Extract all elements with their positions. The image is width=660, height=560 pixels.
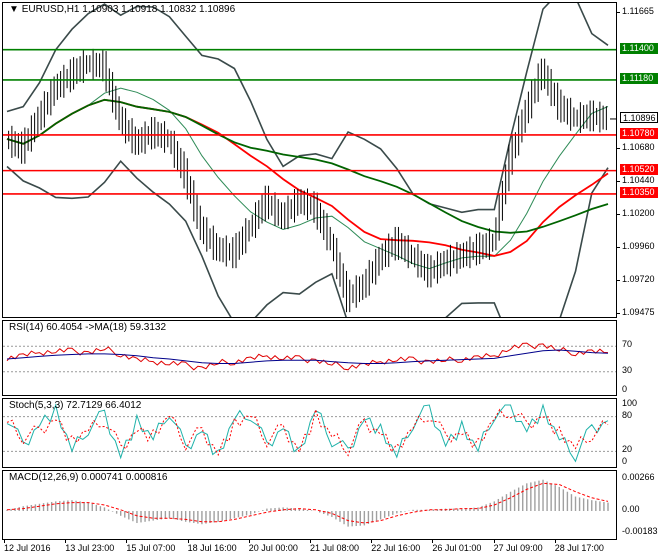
price-axis-tick: 1.09960 — [622, 240, 655, 251]
level-price-tag: 1.11180 — [620, 73, 658, 85]
symbol-ohlc-label: ▼ EURUSD,H1 1.10903 1.10918 1.10832 1.10… — [9, 4, 235, 15]
rsi-pane[interactable]: RSI(14) 60.4054 ->MA(18) 59.3132 — [2, 320, 617, 396]
dropdown-triangle-icon[interactable]: ▼ — [9, 4, 19, 15]
stoch-axis-tick: 20 — [622, 444, 633, 455]
time-axis-tick-mark — [187, 540, 189, 543]
time-axis-tick-mark — [4, 540, 5, 543]
price-axis-tick-mark — [617, 180, 620, 182]
current-price-tag: 1.10896 — [620, 112, 658, 124]
bollinger-mid-line — [6, 87, 609, 270]
stoch-signal-line — [6, 407, 609, 457]
time-axis-tick-mark — [432, 540, 434, 543]
price-plot — [3, 3, 616, 317]
bollinger-lower-line — [6, 159, 609, 317]
level-price-tag: 1.10520 — [620, 164, 658, 176]
price-axis-tick-mark — [617, 246, 620, 248]
time-axis-tick-mark — [371, 540, 373, 543]
bollinger-upper-line — [6, 3, 609, 214]
price-pane[interactable]: ▼ EURUSD,H1 1.10903 1.10918 1.10832 1.10… — [2, 2, 617, 318]
stoch-axis-tick: 100 — [622, 398, 638, 408]
time-axis-tick: 13 Jul 23:00 — [65, 543, 115, 553]
time-axis-tick: 18 Jul 16:00 — [187, 543, 237, 553]
time-axis-tick: 20 Jul 00:00 — [248, 543, 298, 553]
stoch-axis-tick: 80 — [622, 409, 633, 420]
time-axis-tick-mark — [126, 540, 128, 543]
stoch-main-line — [6, 403, 609, 463]
rsi-ma-line — [6, 349, 609, 364]
stoch-pane[interactable]: Stoch(5,3,3) 72.7129 66.4012 — [2, 398, 617, 468]
price-axis-tick-mark — [617, 147, 620, 149]
rsi-axis-tick: 70 — [622, 339, 633, 350]
time-axis-tick: 28 Jul 17:00 — [554, 543, 604, 553]
level-price-tag: 1.11400 — [620, 43, 658, 55]
ma-slow-line — [6, 98, 609, 234]
rsi-plot — [3, 342, 616, 373]
time-axis-tick: 12 Jul 2016 — [4, 543, 51, 553]
macd-pane[interactable]: MACD(12,26,9) 0.000741 0.000816 — [2, 470, 617, 540]
symbol-ohlc-text: EURUSD,H1 1.10903 1.10918 1.10832 1.1089… — [21, 4, 236, 15]
rsi-axis-tick: 30 — [622, 364, 633, 375]
time-axis-tick: 22 Jul 16:00 — [371, 543, 421, 553]
rsi-line — [6, 342, 609, 371]
time-axis-tick: 26 Jul 01:00 — [432, 543, 482, 553]
time-axis-tick-mark — [310, 540, 311, 543]
macd-signal-line — [6, 482, 609, 524]
time-axis-tick: 15 Jul 07:00 — [126, 543, 176, 553]
macd-axis-tick: 0.00 — [622, 503, 640, 514]
price-axis-tick-mark — [617, 12, 620, 14]
price-axis-tick: 1.10440 — [622, 174, 655, 185]
price-axis-tick-mark — [617, 213, 620, 215]
price-axis-tick: 1.09720 — [622, 273, 655, 284]
price-axis-tick: 1.09475 — [622, 307, 655, 318]
price-axis-tick: 1.11665 — [622, 6, 654, 17]
price-axis-tick-mark — [617, 313, 620, 315]
stoch-plot — [3, 403, 616, 463]
price-axis-tick: 1.10200 — [622, 207, 655, 218]
time-axis-tick-mark — [493, 540, 495, 543]
macd-axis-tick: -0.00183 — [622, 526, 658, 536]
stoch-label: Stoch(5,3,3) 72.7129 66.4012 — [9, 400, 142, 411]
price-axis-tick-mark — [617, 279, 620, 281]
level-price-tag: 1.10350 — [620, 187, 658, 199]
level-price-tag: 1.10780 — [620, 128, 658, 140]
rsi-label: RSI(14) 60.4054 ->MA(18) 59.3132 — [9, 322, 167, 333]
price-axis-tick: 1.10680 — [622, 141, 655, 152]
macd-plot — [6, 479, 609, 527]
time-axis-tick: 27 Jul 09:00 — [493, 543, 543, 553]
macd-label: MACD(12,26,9) 0.000741 0.000816 — [9, 472, 168, 483]
rsi-axis-tick: 0 — [622, 384, 628, 394]
time-axis-tick-mark — [554, 540, 556, 543]
macd-axis-tick: 0.00266 — [622, 472, 655, 482]
time-axis-tick: 21 Jul 08:00 — [310, 543, 360, 553]
time-axis-tick-mark — [65, 540, 67, 543]
time-axis-tick-mark — [248, 540, 250, 543]
stoch-axis-tick: 0 — [622, 456, 628, 466]
